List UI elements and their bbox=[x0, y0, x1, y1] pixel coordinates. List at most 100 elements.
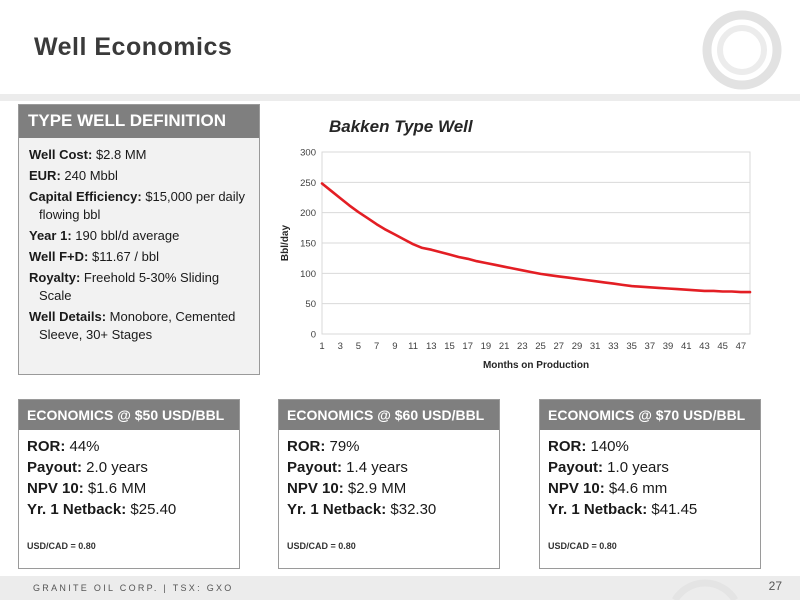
ror-row: ROR: 44% bbox=[27, 436, 231, 457]
payout-value: 1.4 years bbox=[342, 459, 408, 476]
ror-row: ROR: 79% bbox=[287, 436, 491, 457]
npv-row: NPV 10: $2.9 MM bbox=[287, 478, 491, 499]
economics-panel-70: ECONOMICS @ $70 USD/BBL ROR: 140% Payout… bbox=[539, 399, 761, 569]
slide-title: Well Economics bbox=[34, 33, 233, 61]
x-tick-label: 27 bbox=[553, 341, 564, 352]
economics-body: ROR: 140% Payout: 1.0 years NPV 10: $4.6… bbox=[540, 430, 760, 557]
npv-value: $2.9 MM bbox=[343, 480, 407, 497]
netback-value: $25.40 bbox=[126, 501, 177, 518]
economics-panel-50: ECONOMICS @ $50 USD/BBL ROR: 44% Payout:… bbox=[18, 399, 240, 569]
x-tick-label: 31 bbox=[590, 341, 601, 352]
definition-label: Year 1: bbox=[29, 228, 72, 243]
definition-label: Well Cost: bbox=[29, 147, 93, 162]
npv-value: $4.6 mm bbox=[604, 480, 668, 497]
netback-label: Yr. 1 Netback: bbox=[548, 501, 648, 518]
definition-label: Well F+D: bbox=[29, 249, 89, 264]
fx-note: USD/CAD = 0.80 bbox=[548, 541, 617, 551]
x-tick-label: 41 bbox=[681, 341, 692, 352]
npv-value: $1.6 MM bbox=[83, 480, 147, 497]
footer-logo-icon bbox=[672, 579, 738, 600]
ror-label: ROR: bbox=[548, 438, 587, 455]
x-tick-label: 35 bbox=[626, 341, 637, 352]
x-tick-label: 13 bbox=[426, 341, 437, 352]
ror-row: ROR: 140% bbox=[548, 436, 752, 457]
definition-label: Royalty: bbox=[29, 270, 81, 285]
type-well-definition-panel: TYPE WELL DEFINITION Well Cost: $2.8 MM … bbox=[18, 104, 260, 375]
x-tick-label: 25 bbox=[535, 341, 546, 352]
footer-band bbox=[0, 576, 800, 600]
x-tick-label: 33 bbox=[608, 341, 619, 352]
payout-row: Payout: 1.4 years bbox=[287, 457, 491, 478]
y-tick-label: 0 bbox=[311, 330, 316, 341]
netback-value: $41.45 bbox=[647, 501, 698, 518]
x-tick-label: 7 bbox=[374, 341, 379, 352]
npv-label: NPV 10: bbox=[27, 480, 84, 497]
payout-row: Payout: 2.0 years bbox=[27, 457, 231, 478]
header-divider bbox=[0, 94, 800, 101]
definition-value: $2.8 MM bbox=[92, 147, 147, 162]
definition-item-well-details: Well Details: Monobore, Cemented Sleeve,… bbox=[29, 308, 249, 344]
npv-label: NPV 10: bbox=[548, 480, 605, 497]
economics-body: ROR: 44% Payout: 2.0 years NPV 10: $1.6 … bbox=[19, 430, 239, 557]
netback-row: Yr. 1 Netback: $32.30 bbox=[287, 499, 491, 520]
definition-item-year-1: Year 1: 190 bbl/d average bbox=[29, 227, 249, 245]
economics-body: ROR: 79% Payout: 1.4 years NPV 10: $2.9 … bbox=[279, 430, 499, 557]
page-number: 27 bbox=[768, 579, 782, 593]
x-tick-label: 29 bbox=[572, 341, 583, 352]
fx-note: USD/CAD = 0.80 bbox=[287, 541, 356, 551]
definition-item-royalty: Royalty: Freehold 5-30% Sliding Scale bbox=[29, 269, 249, 305]
definition-label: EUR: bbox=[29, 168, 61, 183]
fx-note: USD/CAD = 0.80 bbox=[27, 541, 96, 551]
company-logo-icon bbox=[702, 10, 782, 90]
ror-label: ROR: bbox=[27, 438, 66, 455]
y-tick-label: 200 bbox=[300, 208, 316, 219]
definition-value: 190 bbl/d average bbox=[71, 228, 180, 243]
definition-value: 240 Mbbl bbox=[60, 168, 118, 183]
x-tick-label: 3 bbox=[338, 341, 343, 352]
y-tick-label: 50 bbox=[305, 299, 316, 310]
netback-row: Yr. 1 Netback: $25.40 bbox=[27, 499, 231, 520]
x-tick-label: 1 bbox=[319, 341, 324, 352]
definition-item-well-cost: Well Cost: $2.8 MM bbox=[29, 146, 249, 164]
definition-item-well-fd: Well F+D: $11.67 / bbl bbox=[29, 248, 249, 266]
payout-label: Payout: bbox=[287, 459, 343, 476]
netback-label: Yr. 1 Netback: bbox=[27, 501, 127, 518]
economics-panel-60: ECONOMICS @ $60 USD/BBL ROR: 79% Payout:… bbox=[278, 399, 500, 569]
x-tick-label: 5 bbox=[356, 341, 361, 352]
y-tick-label: 150 bbox=[300, 239, 316, 250]
definition-value: $11.67 / bbl bbox=[88, 249, 159, 264]
type-well-definition-header: TYPE WELL DEFINITION bbox=[19, 105, 259, 138]
y-axis-label: Bbl/day bbox=[280, 225, 291, 262]
definition-value: Monobore, Cemented Sleeve, 30+ Stages bbox=[39, 309, 236, 342]
definition-label: Capital Efficiency: bbox=[29, 189, 142, 204]
x-tick-label: 17 bbox=[462, 341, 473, 352]
npv-label: NPV 10: bbox=[287, 480, 344, 497]
netback-value: $32.30 bbox=[386, 501, 437, 518]
x-tick-label: 19 bbox=[481, 341, 492, 352]
ror-value: 140% bbox=[586, 438, 629, 455]
x-tick-label: 37 bbox=[645, 341, 656, 352]
definition-value: $15,000 per daily flowing bbl bbox=[39, 189, 246, 222]
ror-value: 44% bbox=[65, 438, 100, 455]
x-tick-label: 21 bbox=[499, 341, 510, 352]
payout-label: Payout: bbox=[27, 459, 83, 476]
netback-label: Yr. 1 Netback: bbox=[287, 501, 387, 518]
ror-label: ROR: bbox=[287, 438, 326, 455]
payout-row: Payout: 1.0 years bbox=[548, 457, 752, 478]
ror-value: 79% bbox=[325, 438, 360, 455]
x-tick-label: 43 bbox=[699, 341, 710, 352]
chart-title: Bakken Type Well bbox=[329, 117, 473, 136]
definition-label: Well Details: bbox=[29, 309, 107, 324]
definition-item-eur: EUR: 240 Mbbl bbox=[29, 167, 249, 185]
y-tick-label: 300 bbox=[300, 148, 316, 159]
y-tick-label: 100 bbox=[300, 269, 316, 280]
definition-item-capital-efficiency: Capital Efficiency: $15,000 per daily fl… bbox=[29, 188, 249, 224]
economics-header: ECONOMICS @ $70 USD/BBL bbox=[540, 400, 760, 430]
x-axis-label: Months on Production bbox=[483, 360, 589, 371]
payout-value: 2.0 years bbox=[82, 459, 148, 476]
x-tick-label: 9 bbox=[392, 341, 397, 352]
series-line bbox=[320, 182, 752, 294]
x-tick-label: 11 bbox=[408, 341, 418, 352]
x-tick-label: 47 bbox=[736, 341, 747, 352]
netback-row: Yr. 1 Netback: $41.45 bbox=[548, 499, 752, 520]
